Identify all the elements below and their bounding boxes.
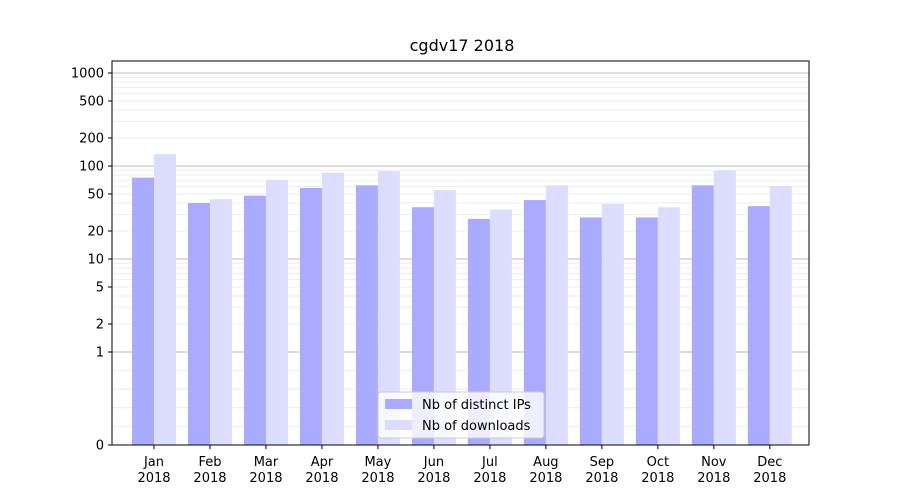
- plot-frame: [111, 60, 810, 446]
- bar-distinct-ips: [187, 203, 210, 445]
- x-tick-label: Jun: [423, 455, 444, 470]
- x-tick-label: 2018: [585, 471, 618, 486]
- legend-label: Nb of downloads: [422, 419, 531, 434]
- bar-distinct-ips: [579, 217, 602, 445]
- bar-downloads: [657, 207, 680, 445]
- y-tick-label: 50: [87, 187, 104, 202]
- y-tick-label: 500: [79, 94, 104, 109]
- bar-distinct-ips: [411, 207, 434, 445]
- x-tick-label: Aug: [533, 455, 558, 470]
- x-tick-label: 2018: [137, 471, 170, 486]
- bar-distinct-ips: [635, 217, 658, 445]
- bar-downloads: [377, 171, 400, 445]
- y-tick-label: 10: [87, 253, 104, 268]
- y-tick-label: 1000: [71, 67, 104, 82]
- x-tick-label: 2018: [473, 471, 506, 486]
- x-tick-label: 2018: [753, 471, 786, 486]
- bar-downloads: [769, 185, 792, 445]
- bar-distinct-ips: [467, 218, 490, 445]
- y-tick-label: 20: [87, 225, 104, 240]
- bar-downloads: [265, 179, 288, 445]
- x-tick-label: 2018: [361, 471, 394, 486]
- bar-downloads: [489, 209, 512, 445]
- x-tick-label: 2018: [305, 471, 338, 486]
- x-tick-label: 2018: [697, 471, 730, 486]
- bar-downloads: [153, 154, 176, 445]
- bar-distinct-ips: [243, 195, 266, 445]
- legend-box: [377, 391, 545, 439]
- bar-distinct-ips: [747, 206, 770, 445]
- x-tick-label: May: [364, 455, 391, 470]
- y-tick-label: 1: [96, 346, 104, 361]
- x-tick-label: Jul: [481, 455, 498, 470]
- axes: Jan2018Feb2018Mar2018Apr2018May2018Jun20…: [71, 60, 810, 486]
- legend-label: Nb of distinct IPs: [422, 398, 531, 413]
- y-tick-label: 5: [96, 280, 104, 295]
- legend-swatch: [385, 420, 412, 430]
- x-tick-label: Feb: [198, 455, 221, 470]
- bar-downloads: [601, 204, 624, 445]
- bar-distinct-ips: [299, 188, 322, 445]
- x-tick-label: 2018: [249, 471, 282, 486]
- bar-downloads: [433, 190, 456, 445]
- bar-downloads: [209, 199, 232, 445]
- y-tick-label: 200: [79, 132, 104, 147]
- x-tick-label: Oct: [647, 455, 669, 470]
- x-tick-label: Mar: [254, 455, 279, 470]
- bars: [131, 154, 792, 446]
- y-tick-label: 2: [96, 318, 104, 333]
- x-tick-label: Dec: [757, 455, 782, 470]
- bar-downloads: [713, 170, 736, 445]
- bar-distinct-ips: [131, 177, 154, 445]
- x-tick-label: Nov: [701, 455, 727, 470]
- bar-downloads: [321, 172, 344, 446]
- x-tick-label: 2018: [417, 471, 450, 486]
- x-tick-label: Jan: [143, 455, 164, 470]
- x-tick-label: 2018: [529, 471, 562, 486]
- x-tick-label: 2018: [193, 471, 226, 486]
- bar-distinct-ips: [523, 200, 546, 445]
- bar-distinct-ips: [691, 185, 714, 446]
- bar-downloads: [545, 185, 568, 446]
- x-tick-label: Sep: [590, 455, 615, 470]
- chart-title: cgdv17 2018: [410, 36, 515, 55]
- x-tick-label: 2018: [641, 471, 674, 486]
- y-tick-label: 100: [79, 160, 104, 175]
- legend: Nb of distinct IPs Nb of downloads: [377, 391, 545, 439]
- y-tick-label: 0: [96, 439, 104, 454]
- legend-swatch: [385, 399, 412, 409]
- bar-distinct-ips: [355, 185, 378, 446]
- x-tick-label: Apr: [311, 455, 334, 470]
